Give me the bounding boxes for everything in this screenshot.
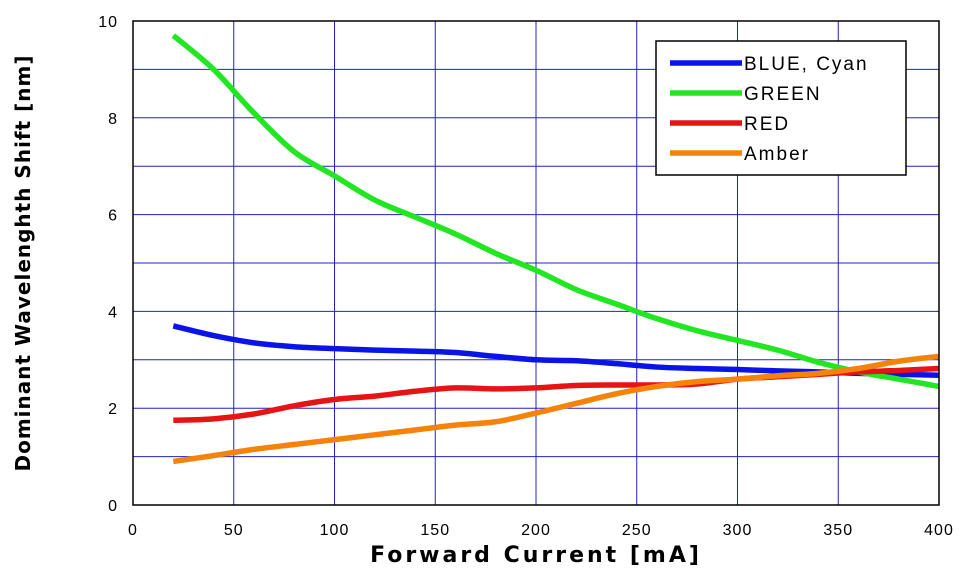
- y-tick-label: 6: [108, 208, 118, 225]
- x-tick-label: 100: [320, 522, 350, 539]
- legend-label: BLUE, Cyan: [744, 54, 869, 75]
- legend-label: GREEN: [744, 84, 822, 105]
- x-tick-labels: 0 50 100 150 200 250 300 350 400: [128, 522, 954, 539]
- legend: BLUE, Cyan GREEN RED Amber: [655, 40, 907, 176]
- legend-label: RED: [744, 114, 790, 135]
- x-tick-label: 150: [420, 522, 450, 539]
- series-line-red: [173, 365, 940, 424]
- y-tick-label: 4: [108, 304, 118, 321]
- y-tick-labels: 0 2 4 6 8 10: [98, 14, 118, 515]
- series-line-blue-cyan: [172, 323, 940, 379]
- x-tick-label: 300: [723, 522, 753, 539]
- series-line-amber: [172, 353, 940, 465]
- y-tick-label: 2: [108, 401, 118, 418]
- x-tick-label: 350: [823, 522, 853, 539]
- y-tick-label: 8: [108, 111, 118, 128]
- legend-label: Amber: [744, 144, 810, 165]
- y-tick-label: 0: [108, 498, 118, 515]
- x-tick-label: 250: [622, 522, 652, 539]
- y-tick-label: 10: [98, 14, 118, 31]
- series-layer: [171, 33, 940, 465]
- x-tick-label: 50: [224, 522, 244, 539]
- y-axis-title: Dominant Wavelenghth Shift [nm]: [11, 54, 35, 471]
- x-tick-label: 0: [128, 522, 138, 539]
- series-line-green: [171, 33, 940, 390]
- x-tick-label: 200: [521, 522, 551, 539]
- x-tick-label: 400: [924, 522, 954, 539]
- x-axis-title: Forward Current [mA]: [370, 543, 702, 568]
- plot-frame: [132, 20, 940, 506]
